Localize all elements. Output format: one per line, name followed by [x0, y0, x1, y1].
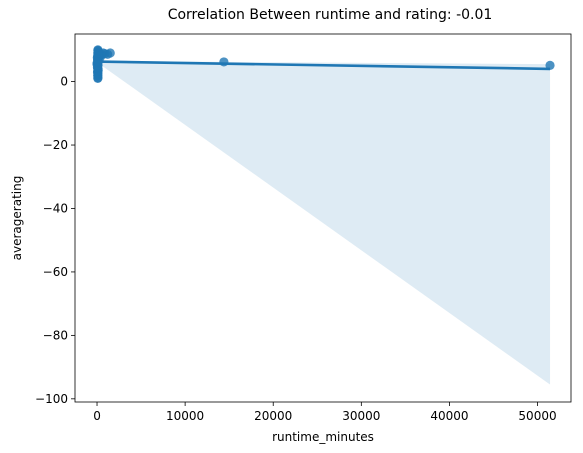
x-tick-label: 0 — [93, 409, 101, 423]
data-point — [105, 48, 115, 58]
x-tick-label: 50000 — [518, 409, 556, 423]
y-tick-label: −60 — [43, 265, 68, 279]
y-tick-label: −100 — [35, 392, 68, 406]
regression-line — [97, 60, 551, 71]
x-tick-label: 20000 — [254, 409, 292, 423]
data-point — [93, 73, 103, 84]
y-tick-label: 0 — [60, 75, 68, 89]
y-tick-label: −20 — [43, 138, 68, 152]
plot-area — [92, 45, 555, 385]
data-point — [93, 45, 103, 56]
x-axis-ticks: 0 10000 20000 30000 40000 50000 — [93, 402, 557, 423]
x-axis-label: runtime_minutes — [272, 430, 374, 444]
y-tick-label: −80 — [43, 328, 68, 342]
chart-title: Correlation Between runtime and rating: … — [168, 7, 493, 23]
y-axis-ticks: −100 −80 −60 −40 −20 0 — [35, 75, 75, 406]
x-tick-label: 40000 — [430, 409, 468, 423]
x-tick-label: 10000 — [166, 409, 204, 423]
axes-frame — [74, 33, 572, 403]
confidence-band — [97, 60, 551, 385]
y-axis-label: averagerating — [10, 176, 24, 261]
data-point — [219, 57, 229, 67]
y-tick-label: −40 — [43, 201, 68, 215]
x-tick-label: 30000 — [342, 409, 380, 423]
